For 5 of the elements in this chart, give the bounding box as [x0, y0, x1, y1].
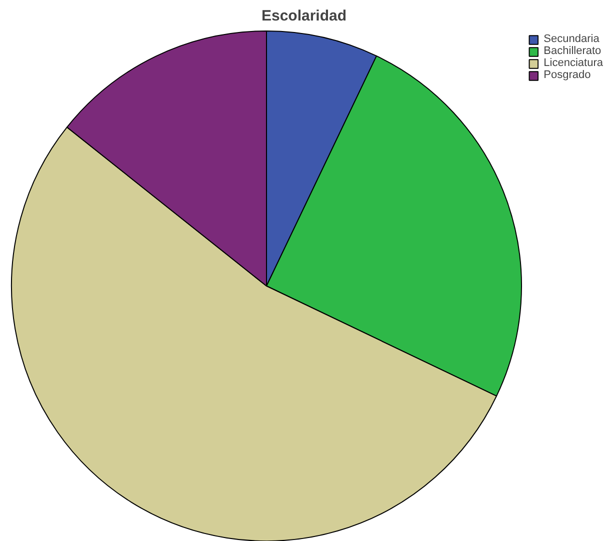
- legend-label: Secundaria: [544, 33, 600, 45]
- legend-label: Bachillerato: [544, 45, 602, 57]
- legend-label: Posgrado: [544, 69, 591, 81]
- legend-label: Licenciatura: [544, 57, 603, 69]
- chart-title: Escolaridad: [261, 8, 347, 24]
